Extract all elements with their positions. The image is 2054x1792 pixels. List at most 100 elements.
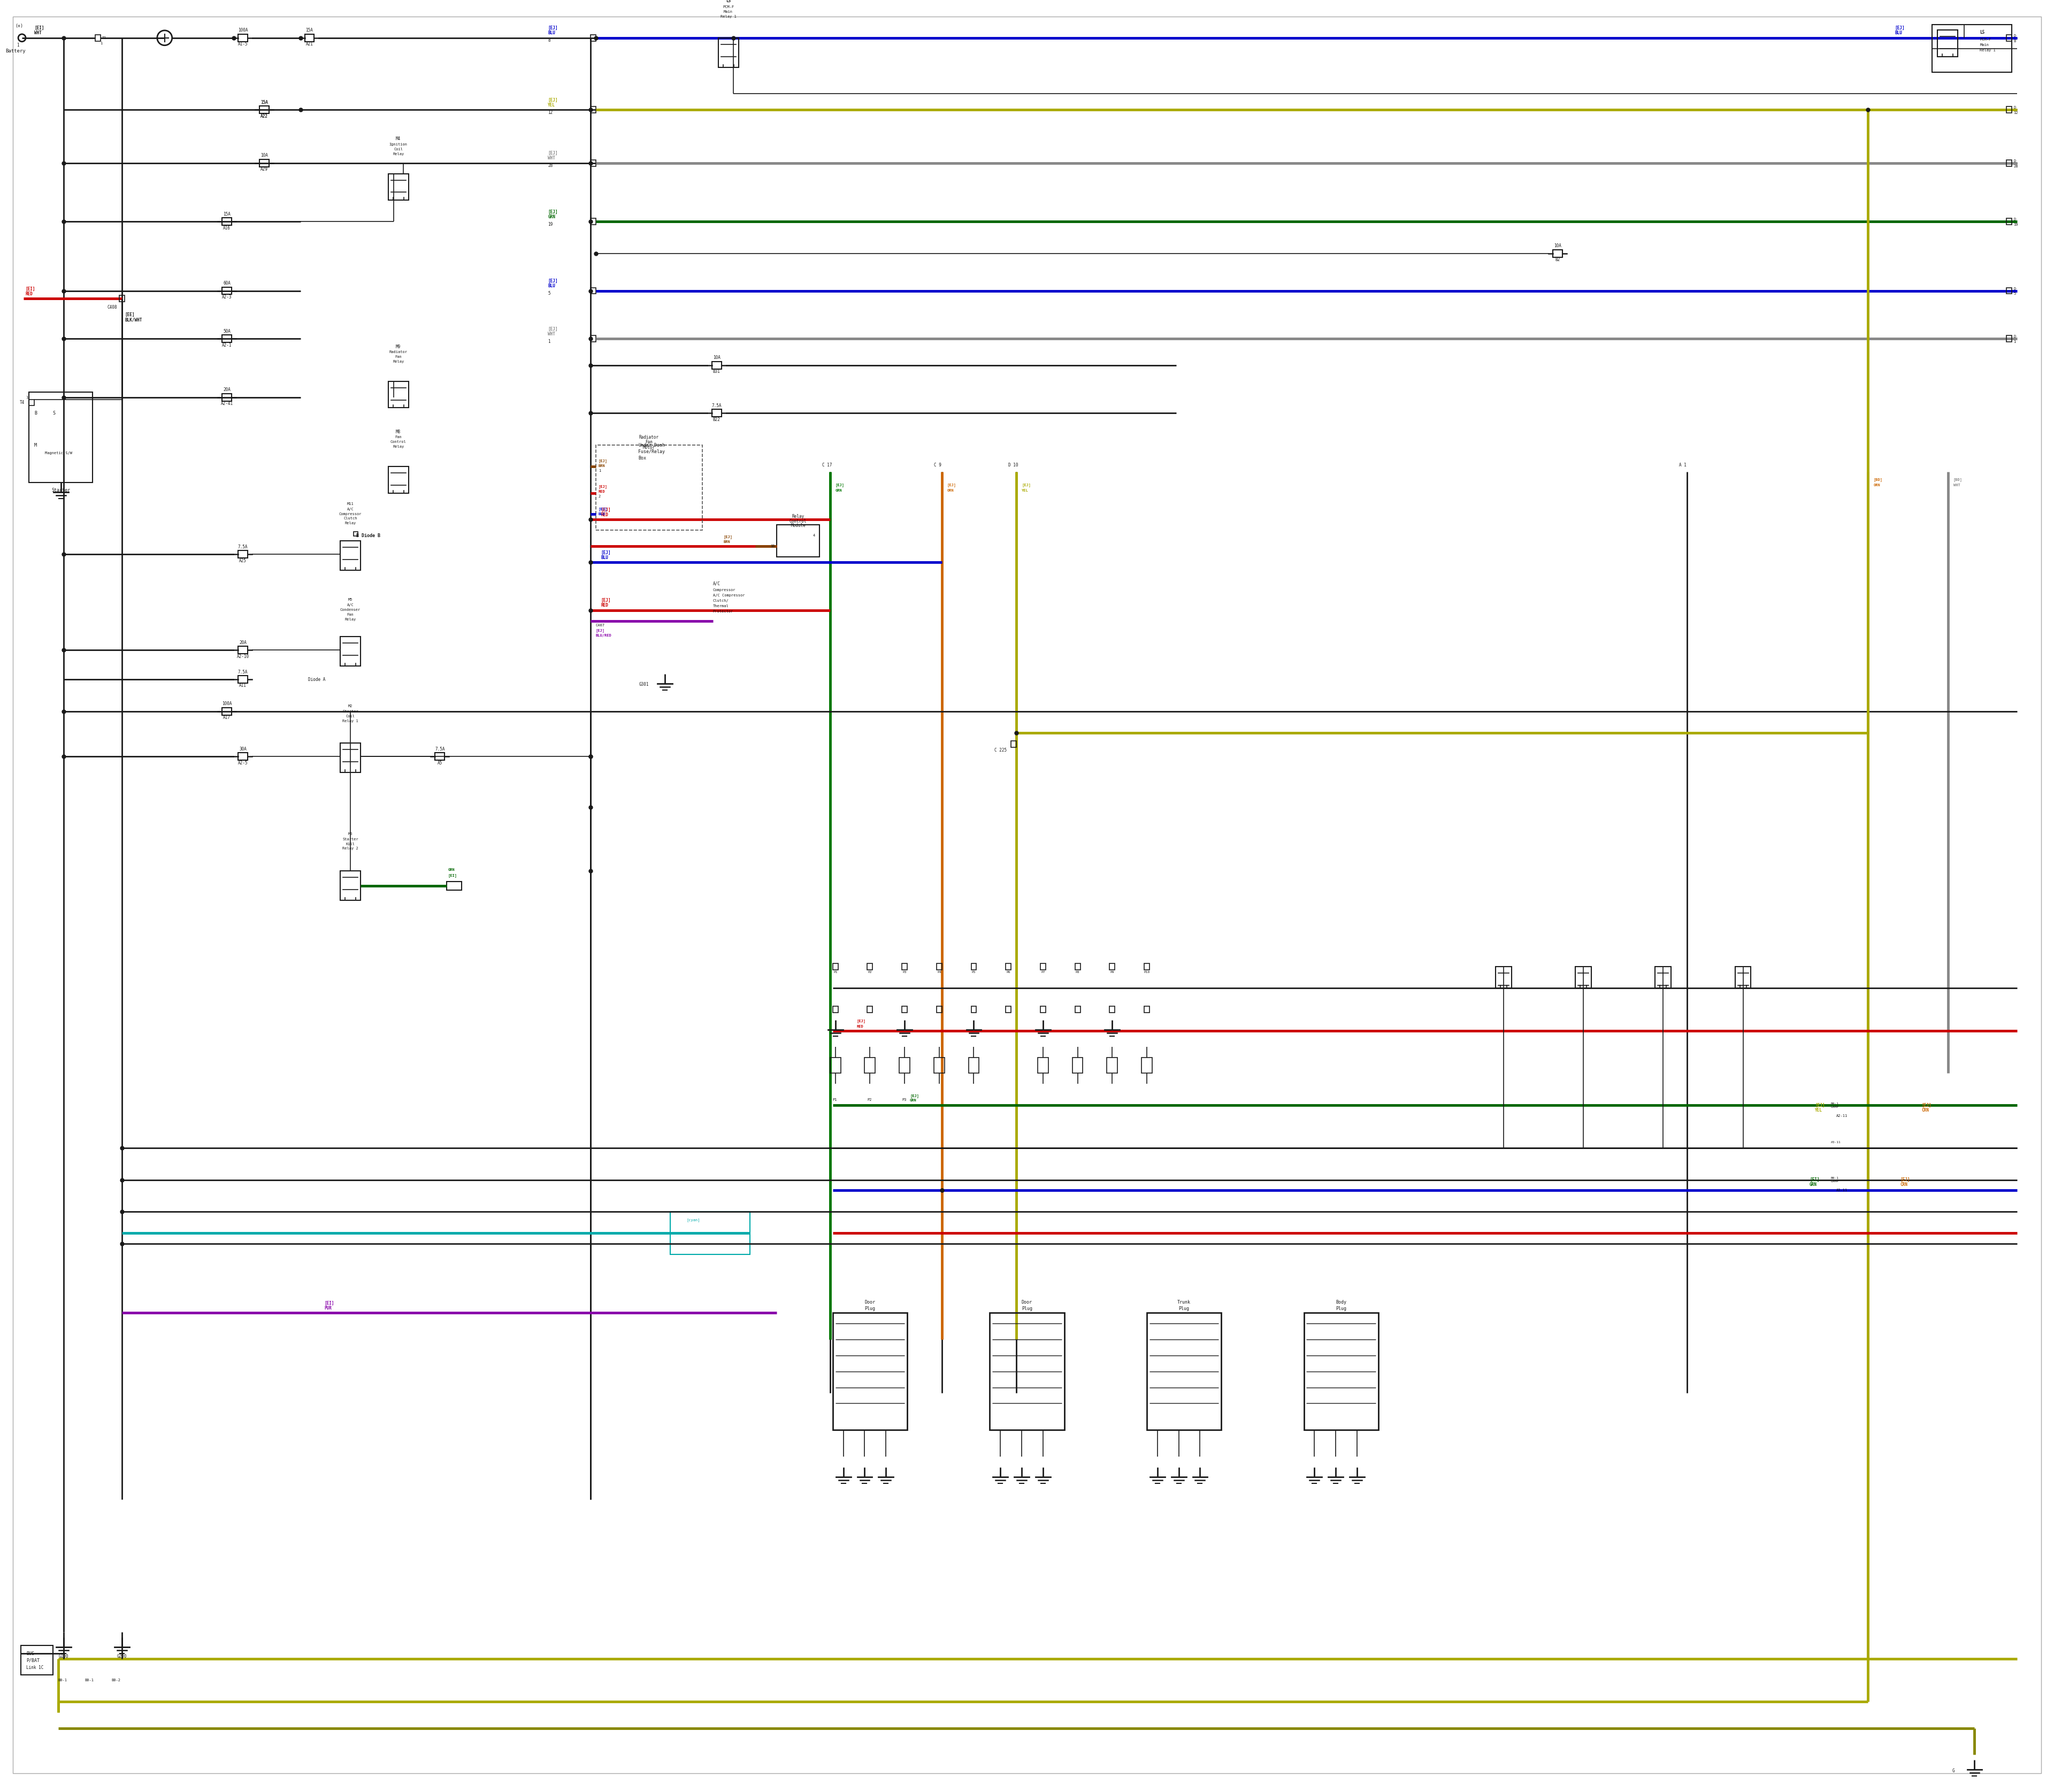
Text: [EJ]: [EJ] xyxy=(947,484,957,487)
Text: GRN: GRN xyxy=(548,215,555,219)
Text: Trunk: Trunk xyxy=(1177,1299,1191,1305)
Text: WHT: WHT xyxy=(1953,484,1960,487)
Text: WHT: WHT xyxy=(35,30,41,36)
Text: P4: P4 xyxy=(937,971,941,973)
Text: P9: P9 xyxy=(1109,971,1113,973)
Text: B31: B31 xyxy=(713,369,721,375)
Text: Kill: Kill xyxy=(345,842,355,846)
Text: Body: Body xyxy=(1335,1299,1347,1305)
Text: A1-5: A1-5 xyxy=(238,41,249,47)
Text: CRN: CRN xyxy=(1920,1107,1929,1113)
Text: 1: 1 xyxy=(101,41,103,45)
Bar xyxy=(1109,1007,1115,1012)
Text: A2-3: A2-3 xyxy=(222,294,232,299)
Text: 1D: 1D xyxy=(770,545,774,548)
Text: [EJ]: [EJ] xyxy=(836,484,844,487)
Text: [EJ]: [EJ] xyxy=(548,326,559,332)
Text: A3-11: A3-11 xyxy=(1836,1188,1847,1192)
Bar xyxy=(1109,964,1115,969)
Text: Plug: Plug xyxy=(1021,1306,1033,1312)
Text: Relay 1: Relay 1 xyxy=(1980,48,1996,52)
Text: P7: P7 xyxy=(1041,971,1045,973)
Bar xyxy=(935,1057,945,1073)
Bar xyxy=(1144,1007,1150,1012)
Text: T1: T1 xyxy=(103,36,107,39)
Text: Plug: Plug xyxy=(1335,1306,1347,1312)
Text: A3-11: A3-11 xyxy=(1830,1142,1840,1143)
Text: BUS: BUS xyxy=(27,1650,35,1656)
Text: PCM-F: PCM-F xyxy=(723,5,733,9)
Text: 20A: 20A xyxy=(224,387,230,392)
Bar xyxy=(238,550,249,557)
Text: Relay: Relay xyxy=(392,360,405,364)
Text: Clutch: Clutch xyxy=(343,516,357,520)
Bar xyxy=(341,744,362,772)
Text: PCM-F: PCM-F xyxy=(1980,38,1990,41)
Text: P3: P3 xyxy=(902,1098,906,1102)
Text: [EI]: [EI] xyxy=(35,25,43,30)
Text: [EI]: [EI] xyxy=(448,873,456,876)
Bar xyxy=(1039,1007,1045,1012)
Text: Radiator: Radiator xyxy=(388,351,407,353)
Text: A/C: A/C xyxy=(347,604,353,606)
Text: [EJ]: [EJ] xyxy=(548,25,559,30)
Text: 10A: 10A xyxy=(261,152,267,158)
Bar xyxy=(670,1211,750,1254)
Bar xyxy=(238,34,249,41)
Text: 8: 8 xyxy=(548,38,550,43)
Text: WHT: WHT xyxy=(548,156,555,161)
Bar xyxy=(1933,25,2011,72)
Text: Motor: Motor xyxy=(643,444,655,450)
Text: C 225: C 225 xyxy=(994,747,1006,753)
Text: Starter: Starter xyxy=(51,487,70,493)
Bar xyxy=(388,174,409,201)
Bar xyxy=(21,1645,53,1676)
Text: P/BAT: P/BAT xyxy=(27,1658,39,1663)
Text: Control: Control xyxy=(789,520,807,523)
Bar xyxy=(1146,1314,1222,1430)
Bar xyxy=(902,964,908,969)
Text: [BD]: [BD] xyxy=(1873,478,1884,482)
Text: 1: 1 xyxy=(16,43,18,48)
Text: B0-1: B0-1 xyxy=(84,1679,94,1683)
Text: 2: 2 xyxy=(598,495,600,498)
Text: [EJ]: [EJ] xyxy=(548,99,559,102)
Text: RED: RED xyxy=(857,1025,863,1029)
Text: C408: C408 xyxy=(107,305,117,310)
Text: 15A: 15A xyxy=(261,100,267,104)
Text: [EJ]: [EJ] xyxy=(857,1020,865,1023)
Text: [EI]: [EI] xyxy=(325,1301,335,1306)
Text: RED: RED xyxy=(602,602,608,607)
Bar xyxy=(388,382,409,409)
Text: PUR: PUR xyxy=(325,1306,333,1310)
Text: G301: G301 xyxy=(639,683,649,686)
Text: WHT: WHT xyxy=(548,332,555,337)
Text: A2-10: A2-10 xyxy=(236,654,249,659)
Text: 7.5A: 7.5A xyxy=(435,747,446,751)
Text: Starter: Starter xyxy=(343,837,357,840)
Text: Under-Dash: Under-Dash xyxy=(639,443,665,448)
Bar xyxy=(2007,106,2011,113)
Bar xyxy=(1495,968,1512,987)
Bar xyxy=(832,1007,838,1012)
Text: GRN: GRN xyxy=(448,869,454,871)
Bar xyxy=(2007,159,2011,167)
Text: 15A: 15A xyxy=(224,211,230,217)
Bar xyxy=(222,708,232,715)
Text: B0-2: B0-2 xyxy=(111,1679,121,1683)
Text: A/C Compressor: A/C Compressor xyxy=(713,593,746,597)
Text: 60A: 60A xyxy=(224,281,230,285)
Text: Battery: Battery xyxy=(6,48,25,54)
Text: [EJ]: [EJ] xyxy=(602,550,610,556)
Text: Magnetic S/W: Magnetic S/W xyxy=(45,452,72,455)
Text: [EJ]: [EJ] xyxy=(598,507,608,511)
Text: C 9: C 9 xyxy=(935,462,941,468)
Bar xyxy=(435,753,444,760)
Text: A11: A11 xyxy=(238,683,246,688)
Bar xyxy=(29,400,35,405)
Bar xyxy=(119,296,125,301)
Bar xyxy=(1037,1057,1048,1073)
Text: GRN: GRN xyxy=(1810,1183,1818,1186)
Bar xyxy=(1072,1057,1082,1073)
Text: BLU: BLU xyxy=(598,513,606,516)
